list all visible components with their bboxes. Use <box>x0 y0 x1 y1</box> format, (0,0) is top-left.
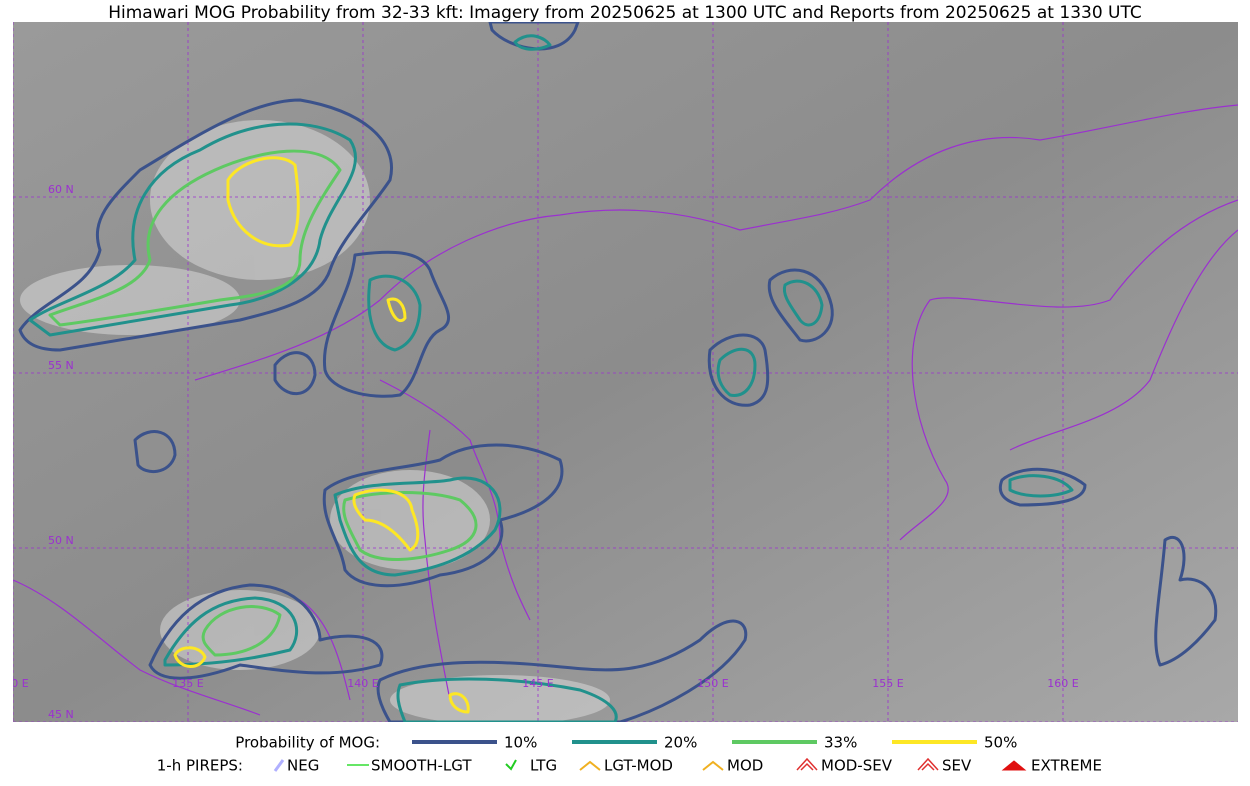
legend-label: EXTREME <box>1031 757 1102 775</box>
title: Himawari MOG Probability from 32-33 kft:… <box>108 3 1142 23</box>
contour-10 <box>1154 536 1218 667</box>
contour-20 <box>367 274 422 352</box>
contour-50 <box>226 156 300 248</box>
lat-label: 50 N <box>48 534 74 547</box>
lon-label: 155 E <box>872 677 903 690</box>
contour-50 <box>448 692 470 714</box>
contour-10 <box>488 22 580 51</box>
contour-33 <box>48 149 342 327</box>
contour-20 <box>782 279 824 327</box>
contour-10 <box>376 619 748 722</box>
legend-label: LTG <box>530 757 557 775</box>
contour-20 <box>333 476 502 577</box>
contour-10 <box>707 333 770 407</box>
legend-label: MOD <box>727 757 763 775</box>
lon-label: 145 E <box>522 677 553 690</box>
legend-symbol <box>505 759 517 771</box>
lon-label: 135 E <box>172 677 203 690</box>
contour-10 <box>767 268 834 343</box>
lat-label: 55 N <box>48 359 74 372</box>
contour-50 <box>386 297 407 323</box>
legend-label: MOD-SEV <box>821 757 893 775</box>
legend-symbol <box>579 760 601 771</box>
legend-symbol <box>702 760 724 771</box>
latitude-labels: 60 N 55 N 50 N 45 N <box>48 183 74 721</box>
lat-label: 60 N <box>48 183 74 196</box>
contour-10 <box>998 467 1087 507</box>
contour-20 <box>716 347 757 397</box>
legend-symbol <box>273 759 285 772</box>
lat-label: 45 N <box>48 708 74 721</box>
probability-legend: Probability of MOG: 10% 20% 33% 50% <box>235 734 1017 752</box>
clouds <box>20 120 610 722</box>
contour-10 <box>18 98 393 352</box>
contour-20 <box>513 34 552 51</box>
map: 60 N 55 N 50 N 45 N 130 E 135 E 140 E 145 E 150… <box>0 22 1238 722</box>
legend-label: 10% <box>504 734 537 752</box>
legend-title: 1-h PIREPS: <box>157 757 243 775</box>
contour-10 <box>322 443 564 588</box>
contour-20 <box>28 122 357 337</box>
contour-50 <box>352 488 420 552</box>
contour-10 <box>148 583 384 680</box>
lon-label: 150 E <box>697 677 728 690</box>
legend-symbol <box>1001 760 1027 771</box>
contour-20 <box>396 677 618 722</box>
contours <box>18 22 1218 722</box>
contour-10 <box>273 351 317 396</box>
legend-label: 20% <box>664 734 697 752</box>
pirep-legend: 1-h PIREPS: NEG SMOOTH-LGT LTG LGT-MOD MOD MO… <box>157 757 1102 775</box>
graticule <box>13 22 1238 722</box>
legend-label: LGT-MOD <box>604 757 673 775</box>
longitude-labels: 130 E 135 E 140 E 145 E 150 E 155 E 160 E <box>0 677 1079 690</box>
legend-label: NEG <box>287 757 319 775</box>
lon-label: 130 E <box>0 677 29 690</box>
lon-label: 140 E <box>347 677 378 690</box>
coastlines <box>13 104 1238 716</box>
legend-title: Probability of MOG: <box>235 734 380 752</box>
contour-50 <box>173 646 207 668</box>
legend-label: 50% <box>984 734 1017 752</box>
legend-label: SMOOTH-LGT <box>371 757 472 775</box>
legend-symbol <box>917 757 939 771</box>
legend-label: SEV <box>942 757 972 775</box>
lon-label: 160 E <box>1047 677 1078 690</box>
contour-33 <box>342 491 478 561</box>
legend-label: 33% <box>824 734 857 752</box>
contour-20 <box>1008 474 1074 498</box>
contour-10 <box>133 430 177 474</box>
contour-10 <box>322 250 451 398</box>
legend-symbol <box>796 757 818 771</box>
contour-20 <box>163 596 299 667</box>
contour-33 <box>201 605 282 657</box>
